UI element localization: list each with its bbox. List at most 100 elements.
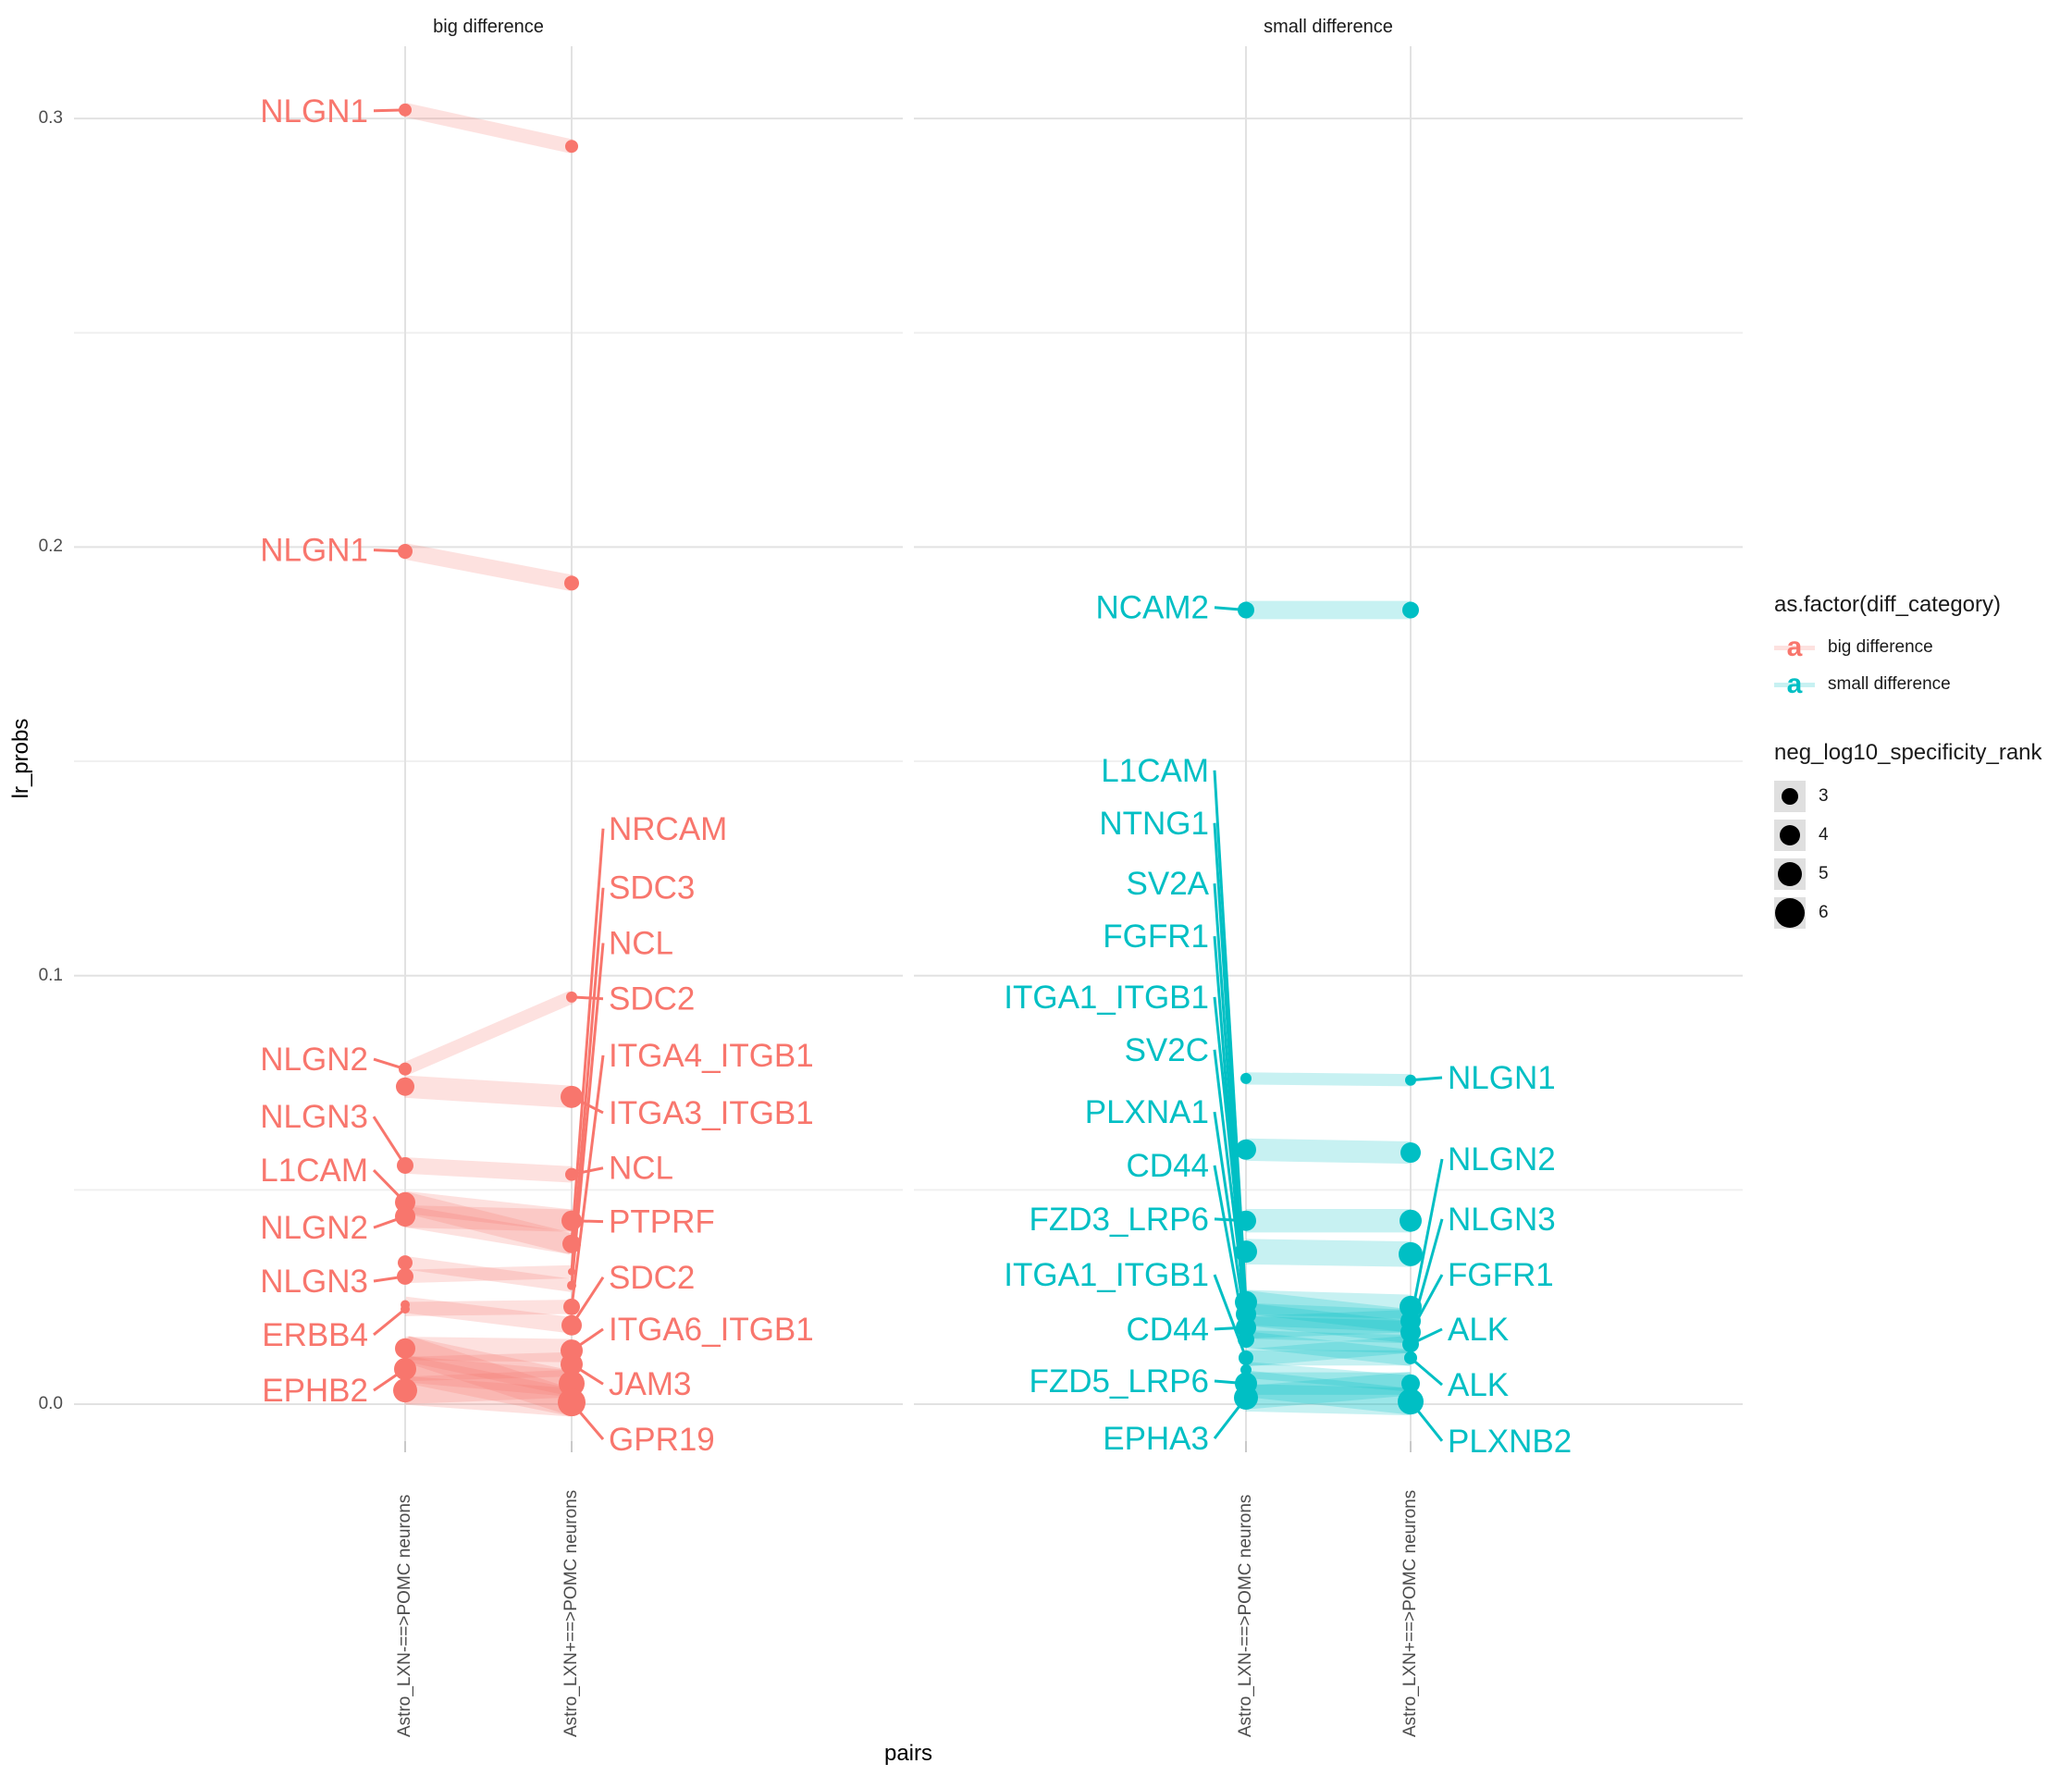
facet-strip-small-difference: small difference — [1264, 17, 1393, 37]
label-leader-line — [1409, 1158, 1444, 1322]
data-point — [559, 1370, 585, 1397]
legend-key-band — [1774, 683, 1815, 687]
legend: as.factor(diff_category) a big difference… — [1774, 592, 2070, 936]
link-band — [404, 1369, 573, 1405]
x-tick-facet1-col2: Astro_LXN+==>POMC neurons — [561, 1489, 581, 1737]
label-leader-line — [1410, 1356, 1443, 1387]
legend-key-glyph: a — [1786, 632, 1803, 662]
link-band — [1244, 1290, 1412, 1333]
gene-label: NCL — [609, 1151, 673, 1187]
legend-size-dot-icon — [1780, 825, 1800, 845]
link-band — [1245, 1330, 1412, 1354]
link-band — [1245, 1072, 1412, 1087]
data-point — [1240, 1072, 1252, 1084]
size-legend-title: neg_log10_specificity_rank — [1774, 740, 2042, 765]
label-leader-line — [570, 887, 605, 1272]
link-band — [403, 1205, 574, 1255]
y-axis-title: lr_probs — [8, 718, 33, 799]
size-legend-item: 6 — [1774, 897, 2070, 929]
gene-label: NLGN1 — [260, 93, 368, 130]
gene-label: PLXNA1 — [1085, 1094, 1209, 1130]
link-band — [1245, 1362, 1412, 1392]
gene-label: FGFR1 — [1103, 919, 1209, 955]
legend-item-label: 3 — [1819, 786, 1829, 806]
gene-label: ITGA4_ITGB1 — [609, 1038, 814, 1074]
data-point — [1402, 601, 1419, 619]
gene-label: ALK — [1448, 1367, 1509, 1403]
gene-label: SDC2 — [609, 981, 695, 1018]
size-legend-items: 3 4 5 6 — [1774, 781, 2070, 929]
y-tick-0.2: 0.2 — [38, 536, 63, 556]
gene-label: L1CAM — [260, 1153, 368, 1189]
gene-label: NTNG1 — [1099, 806, 1209, 842]
link-band — [404, 1204, 573, 1232]
gene-label: NLGN2 — [1448, 1141, 1556, 1178]
data-point — [1236, 1317, 1256, 1338]
gene-label: ERBB4 — [262, 1317, 368, 1353]
data-point — [561, 1314, 582, 1336]
link-band — [1245, 1310, 1412, 1339]
data-point — [396, 1077, 414, 1096]
link-band — [1245, 1335, 1412, 1367]
gene-label: FZD3_LRP6 — [1029, 1202, 1209, 1238]
link-band — [403, 1296, 574, 1334]
data-point — [398, 544, 413, 560]
link-band — [403, 1355, 574, 1398]
label-leader-line — [372, 1116, 407, 1166]
color-legend-title: as.factor(diff_category) — [1774, 592, 2002, 617]
color-legend-item: a big difference — [1774, 633, 2070, 662]
size-legend-item: 3 — [1774, 781, 2070, 812]
y-tick-0.1: 0.1 — [38, 966, 63, 985]
gene-label: NLGN3 — [260, 1099, 368, 1135]
y-tick-0.0: 0.0 — [38, 1394, 63, 1413]
link-band — [404, 1337, 573, 1363]
data-point — [399, 103, 412, 117]
data-point — [561, 1085, 583, 1108]
gene-label: NCL — [609, 925, 673, 961]
gene-label: NLGN2 — [260, 1042, 368, 1078]
legend-item-label: 4 — [1819, 825, 1829, 845]
data-point — [1240, 1363, 1252, 1375]
data-point — [567, 1280, 576, 1290]
gene-label: CD44 — [1127, 1312, 1209, 1348]
data-point — [1236, 1139, 1256, 1160]
gene-label: EPHA3 — [1103, 1421, 1209, 1457]
link-band — [404, 1300, 573, 1316]
gene-label: SDC3 — [609, 870, 695, 906]
link-band — [1245, 1331, 1412, 1366]
gene-label: NLGN3 — [1448, 1202, 1556, 1238]
data-point — [563, 1298, 580, 1315]
legend-key-glyph: a — [1786, 669, 1803, 699]
link-band — [1245, 1302, 1412, 1333]
data-point — [1400, 1322, 1421, 1343]
color-legend-item: a small difference — [1774, 670, 2070, 699]
data-point — [565, 140, 578, 154]
gene-label: JAM3 — [609, 1366, 691, 1402]
data-point — [401, 1304, 410, 1314]
link-band — [402, 1355, 574, 1416]
data-point — [399, 1062, 412, 1076]
data-point — [1404, 1350, 1417, 1364]
data-point — [1402, 1336, 1419, 1353]
gene-label: SV2A — [1127, 866, 1210, 902]
data-point — [397, 1156, 413, 1174]
link-band — [404, 1264, 573, 1284]
link-band — [1244, 1372, 1412, 1410]
legend-key-a-icon: a — [1774, 633, 1815, 662]
size-legend-item: 5 — [1774, 858, 2070, 890]
x-tick-facet2-col2: Astro_LXN+==>POMC neurons — [1400, 1489, 1420, 1737]
data-point — [1234, 1386, 1258, 1411]
data-point — [395, 1191, 415, 1213]
data-point — [1401, 1374, 1420, 1393]
legend-size-dot-icon — [1778, 862, 1802, 886]
data-point — [564, 575, 579, 591]
data-point — [395, 1206, 415, 1227]
data-point — [393, 1378, 417, 1403]
gene-label: FGFR1 — [1448, 1257, 1554, 1293]
x-tick-facet2-col1: Astro_LXN-==>POMC neurons — [1236, 1494, 1255, 1737]
link-band — [401, 1336, 576, 1415]
data-point — [395, 1338, 415, 1359]
data-point — [568, 1267, 575, 1276]
